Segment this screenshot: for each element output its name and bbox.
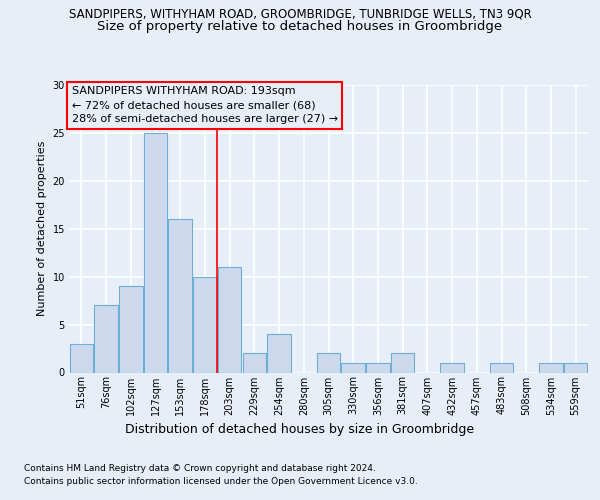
- Text: Size of property relative to detached houses in Groombridge: Size of property relative to detached ho…: [97, 20, 503, 33]
- Bar: [440, 363, 464, 372]
- Text: SANDPIPERS, WITHYHAM ROAD, GROOMBRIDGE, TUNBRIDGE WELLS, TN3 9QR: SANDPIPERS, WITHYHAM ROAD, GROOMBRIDGE, …: [68, 8, 532, 20]
- Bar: [391, 354, 415, 372]
- Bar: [193, 276, 217, 372]
- Bar: [317, 354, 340, 372]
- Y-axis label: Number of detached properties: Number of detached properties: [37, 141, 47, 316]
- Bar: [218, 267, 241, 372]
- Bar: [70, 344, 93, 372]
- Text: Distribution of detached houses by size in Groombridge: Distribution of detached houses by size …: [125, 422, 475, 436]
- Bar: [94, 306, 118, 372]
- Bar: [366, 363, 389, 372]
- Bar: [169, 219, 192, 372]
- Bar: [539, 363, 563, 372]
- Bar: [119, 286, 143, 372]
- Bar: [341, 363, 365, 372]
- Bar: [242, 354, 266, 372]
- Text: Contains HM Land Registry data © Crown copyright and database right 2024.: Contains HM Land Registry data © Crown c…: [24, 464, 376, 473]
- Text: SANDPIPERS WITHYHAM ROAD: 193sqm
← 72% of detached houses are smaller (68)
28% o: SANDPIPERS WITHYHAM ROAD: 193sqm ← 72% o…: [71, 86, 338, 124]
- Bar: [144, 133, 167, 372]
- Bar: [564, 363, 587, 372]
- Text: Contains public sector information licensed under the Open Government Licence v3: Contains public sector information licen…: [24, 477, 418, 486]
- Bar: [490, 363, 513, 372]
- Bar: [268, 334, 291, 372]
